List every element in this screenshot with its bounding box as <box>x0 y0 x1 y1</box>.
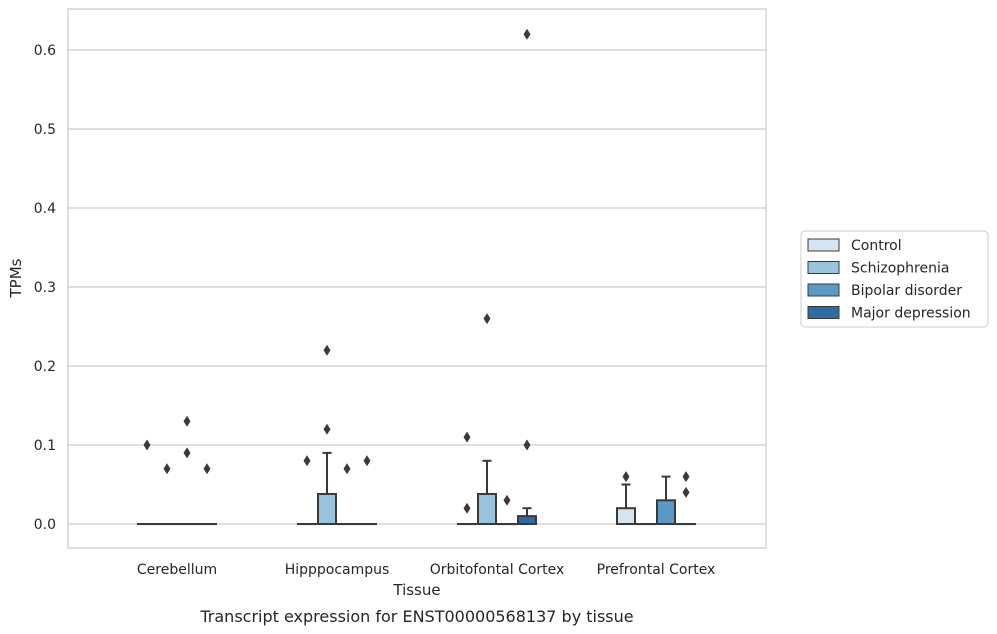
outlier-point <box>682 471 690 483</box>
legend-swatch <box>807 238 840 252</box>
plot-area-frame <box>67 8 767 549</box>
x-tick-label: Hipppocampus <box>285 562 390 578</box>
box-group <box>137 439 157 526</box>
outlier-point <box>523 28 531 40</box>
outlier-point <box>303 455 311 467</box>
box-group <box>656 475 676 525</box>
y-tick-label: 0.4 <box>34 201 56 217</box>
outlier-point <box>203 463 211 475</box>
gridlines <box>68 49 766 525</box>
box-group <box>297 455 317 526</box>
outlier-point <box>463 502 471 514</box>
legend-frame <box>800 230 989 328</box>
outlier-point <box>323 344 331 356</box>
x-axis-label: Tissue <box>392 581 440 599</box>
box-group <box>157 463 177 526</box>
box-group <box>197 463 217 526</box>
box-group <box>477 313 497 526</box>
outlier-point <box>503 494 511 506</box>
box-group <box>616 471 636 526</box>
legend-label: Schizophrenia <box>851 261 949 277</box>
y-tick-labels: 0.0 0.1 0.2 0.3 0.4 0.5 0.6 <box>34 43 56 533</box>
outlier-point <box>622 471 630 483</box>
legend-swatch <box>807 283 840 297</box>
box-group <box>177 415 197 526</box>
y-tick-label: 0.1 <box>34 438 56 454</box>
legend: Control Schizophrenia Bipolar disorder Majo… <box>800 230 989 328</box>
x-tick-label: Orbitofontal Cortex <box>430 562 565 578</box>
y-tick-label: 0.5 <box>34 122 56 138</box>
legend-label: Major depression <box>851 306 971 322</box>
legend-label: Bipolar disorder <box>851 283 962 299</box>
box-group <box>357 455 377 526</box>
box-group <box>457 431 477 526</box>
outlier-point <box>363 455 371 467</box>
legend-label: Control <box>851 238 902 254</box>
y-tick-label: 0.0 <box>34 517 56 533</box>
y-tick-label: 0.3 <box>34 280 56 296</box>
box <box>317 492 337 526</box>
outlier-point <box>682 486 690 498</box>
outlier-point <box>343 463 351 475</box>
outlier-point <box>463 431 471 443</box>
outlier-point <box>523 439 531 451</box>
box-marks <box>137 28 696 526</box>
box-group <box>337 463 357 526</box>
x-tick-label: Cerebellum <box>137 562 217 578</box>
outlier-point <box>163 463 171 475</box>
box-group <box>317 344 337 526</box>
outlier-point <box>323 423 331 435</box>
chart-caption: Transcript expression for ENST0000056813… <box>199 607 633 626</box>
box <box>517 515 537 525</box>
box-group <box>497 494 517 526</box>
box-group <box>517 28 537 525</box>
box <box>656 499 676 525</box>
outlier-point <box>183 447 191 459</box>
y-tick-label: 0.6 <box>34 43 56 59</box>
box <box>477 492 497 526</box>
outlier-point <box>483 313 491 325</box>
x-tick-labels: Cerebellum Hipppocampus Orbitofontal Corte… <box>137 562 715 578</box>
y-axis-label: TPMs <box>7 258 25 298</box>
legend-swatch <box>807 261 840 274</box>
x-tick-label: Prefrontal Cortex <box>597 562 716 578</box>
legend-swatch <box>807 306 840 319</box>
box-group <box>676 471 696 526</box>
box <box>616 507 636 526</box>
outlier-point <box>143 439 151 451</box>
outlier-point <box>183 415 191 427</box>
y-tick-label: 0.2 <box>34 359 56 375</box>
